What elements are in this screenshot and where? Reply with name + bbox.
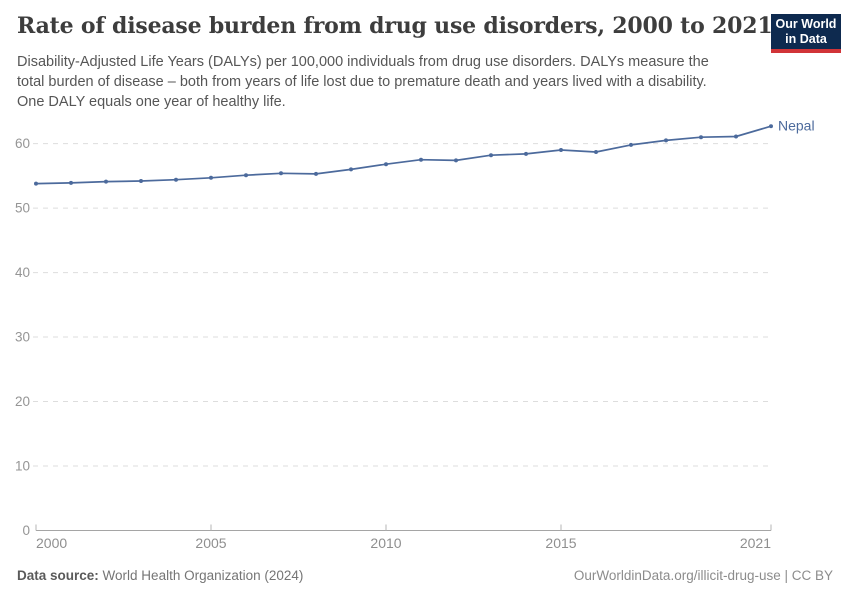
x-axis-tick-label: 2010: [370, 535, 401, 551]
subtitle-line: total burden of disease – both from year…: [17, 74, 707, 90]
subtitle-line: Disability-Adjusted Life Years (DALYs) p…: [17, 54, 709, 70]
x-axis-tick-label: 2021: [740, 535, 771, 551]
data-point[interactable]: [384, 162, 388, 167]
data-point[interactable]: [244, 173, 248, 178]
data-point[interactable]: [664, 138, 668, 143]
subtitle-line: One DALY equals one year of healthy life…: [17, 94, 286, 110]
data-point[interactable]: [769, 124, 773, 129]
y-axis-tick-label: 60: [15, 136, 30, 151]
data-point[interactable]: [699, 135, 703, 140]
data-point[interactable]: [419, 157, 423, 162]
attribution-link[interactable]: OurWorldinData.org/illicit-drug-use | CC…: [573, 568, 833, 583]
data-point[interactable]: [594, 150, 598, 154]
data-point[interactable]: [629, 142, 633, 147]
series-line-nepal[interactable]: [35, 125, 772, 185]
data-point[interactable]: [314, 171, 318, 176]
data-point[interactable]: [34, 181, 38, 186]
data-point[interactable]: [349, 167, 353, 172]
chart-subtitle: Disability-Adjusted Life Years (DALYs) p…: [17, 52, 709, 112]
owid-logo-line1: Our World: [775, 17, 837, 31]
data-source: Data source: World Health Organization (…: [17, 568, 303, 583]
data-source-value: World Health Organization (2024): [102, 568, 304, 583]
data-point[interactable]: [69, 180, 73, 185]
series-label-nepal[interactable]: Nepal: [778, 118, 815, 134]
data-point[interactable]: [734, 134, 738, 139]
data-point[interactable]: [559, 148, 563, 152]
page-title: Rate of disease burden from drug use dis…: [17, 13, 773, 39]
data-source-label: Data source:: [17, 568, 99, 583]
line-chart-plot[interactable]: 0 10 20 30 40 50 60 2000 2005 2010 2015 2021 Nepal: [0, 110, 850, 560]
x-axis-tick-label: 2000: [36, 535, 67, 551]
chart-footer: Data source: World Health Organization (…: [17, 568, 833, 583]
y-axis-tick-label: 30: [15, 330, 30, 345]
data-point[interactable]: [209, 175, 213, 180]
y-axis-tick-label: 0: [22, 523, 30, 538]
x-axis-tick-label: 2005: [195, 535, 226, 551]
y-axis-tick-label: 50: [15, 201, 30, 216]
owid-logo[interactable]: Our World in Data: [771, 14, 841, 53]
data-point[interactable]: [454, 158, 458, 163]
data-point[interactable]: [104, 179, 108, 184]
data-point[interactable]: [279, 171, 283, 176]
data-point[interactable]: [174, 177, 178, 182]
y-axis-tick-label: 10: [15, 459, 30, 474]
owid-logo-line2: in Data: [785, 32, 827, 46]
y-axis-tick-label: 40: [15, 265, 30, 280]
data-point[interactable]: [524, 151, 528, 156]
data-point[interactable]: [139, 179, 143, 183]
data-point[interactable]: [489, 153, 493, 158]
y-axis-tick-label: 20: [15, 394, 30, 409]
x-axis-tick-label: 2015: [545, 535, 576, 551]
